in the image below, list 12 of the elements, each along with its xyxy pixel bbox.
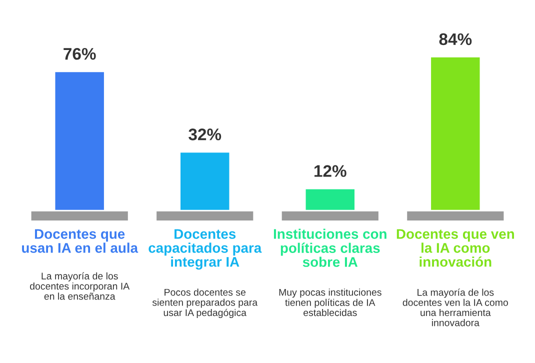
text: Muy pocas instituciones tienen políticas de IA establecidas <box>279 288 382 316</box>
text: La mayoría de los docentes ven la IA como una herramienta innovadora <box>402 288 508 326</box>
x-tick-label: Docentes que usan IA en el aula <box>22 229 138 253</box>
x-tick-label: Instituciones con políticas claras sobre IA <box>274 228 386 267</box>
text: La mayoría de los docentes incorporan IA en la enseñanza <box>30 272 130 300</box>
data-label: 76% <box>64 48 96 60</box>
data-label: 32% <box>188 128 222 140</box>
x-tick-label: Docentes capacitados para integrar IA <box>148 229 262 270</box>
text: Pocos docentes se sienten preparados para usar IA pedagógica <box>152 288 258 318</box>
data-label: 12% <box>314 165 346 177</box>
data-label: 84% <box>439 33 472 46</box>
x-tick-label: Docentes que ven la IA como innovación <box>396 229 514 267</box>
